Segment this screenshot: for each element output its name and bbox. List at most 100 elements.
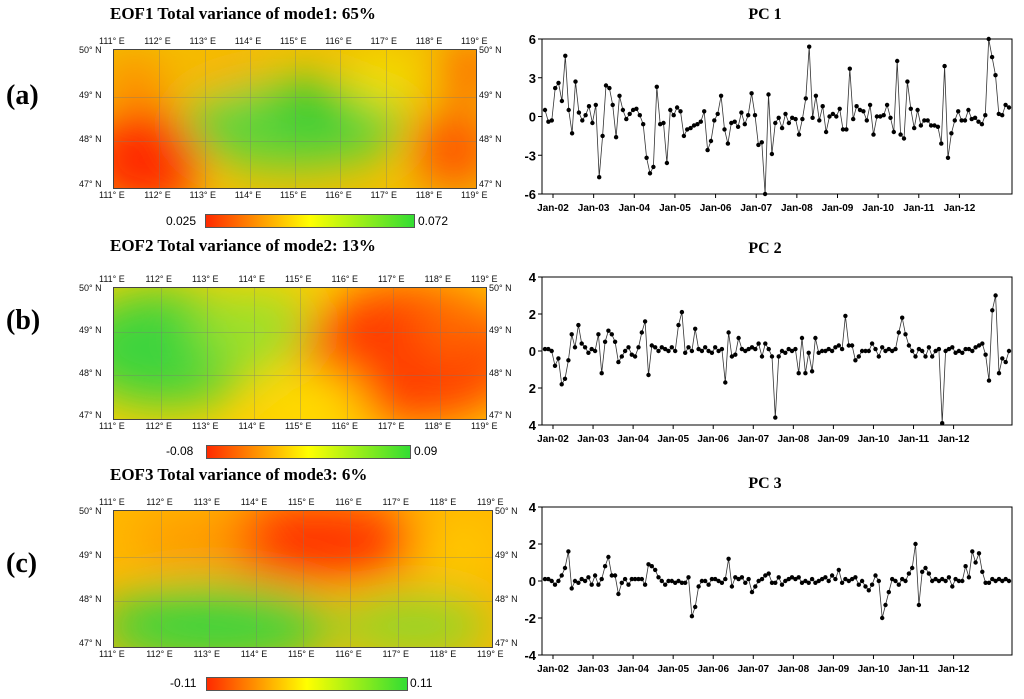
pc-data-point: [586, 104, 592, 109]
map-lon-label-bottom: 111° E: [99, 190, 125, 200]
pc-data-point: [993, 73, 998, 78]
pc-data-point: [912, 125, 917, 131]
pc-data-point: [846, 343, 851, 348]
pc-data-point: [893, 346, 898, 352]
map-lon-label-bottom: 111° E: [99, 421, 125, 431]
pc-data-point: [940, 576, 945, 582]
pc-data-point: [990, 576, 995, 582]
pc-data-point: [689, 348, 695, 354]
pc-y-tick-label: -6: [524, 187, 536, 202]
pc-data-point: [579, 341, 584, 346]
pc-data-point: [972, 115, 978, 121]
pc-x-tick-label: Jan-07: [737, 434, 769, 445]
pc-y-tick-label: -2: [524, 611, 536, 626]
map-title-eof3: EOF3 Total variance of mode3: 6%: [110, 465, 368, 484]
map-gridline-lon: [346, 288, 348, 419]
pc-data-point: [976, 119, 981, 124]
pc-data-point: [546, 346, 551, 352]
pc-data-point: [803, 578, 808, 584]
pc-data-point: [627, 111, 632, 117]
pc-data-point: [569, 131, 575, 136]
pc-data-point: [776, 354, 781, 359]
pc-data-point: [980, 569, 985, 574]
pc-data-point: [658, 122, 663, 127]
map-lon-label-top: 115° E: [285, 274, 312, 284]
pc-data-point: [592, 573, 598, 578]
pc-data-point: [834, 114, 839, 119]
pc-data-point: [923, 354, 928, 359]
map-lon-label-top: 111° E: [99, 36, 125, 46]
pc-data-point: [669, 345, 674, 350]
pc-data-point: [920, 569, 925, 574]
pc-data-point: [859, 348, 865, 354]
pc-data-point: [959, 118, 964, 123]
pc-data-point: [837, 106, 842, 112]
pc-data-point: [683, 580, 688, 585]
pc-data-point: [936, 578, 942, 584]
pc-data-point: [542, 576, 548, 582]
map-lat-label-right: 47° N: [495, 638, 518, 648]
pc-data-point: [840, 127, 846, 132]
pc-data-point: [925, 118, 930, 123]
pc-data-point: [622, 576, 628, 582]
map-lon-label-bottom: 115° E: [285, 421, 312, 431]
pc-data-point: [689, 614, 695, 619]
pc-y-tick-label: -4: [524, 648, 536, 663]
pc-data-point: [729, 120, 734, 126]
pc-data-point: [559, 573, 564, 578]
pc-x-tick-label: Jan-05: [659, 203, 691, 214]
pc-data-point: [705, 147, 710, 153]
map-gridline-lat: [114, 557, 492, 558]
pc-data-point: [799, 335, 805, 341]
pc-data-point: [886, 346, 891, 352]
map-gridline-lon: [204, 50, 206, 188]
pc-data-point: [759, 140, 764, 145]
pc-data-point: [809, 576, 815, 582]
map-lon-label-top: 118° E: [415, 36, 443, 46]
pc-data-point: [653, 345, 658, 350]
pc-x-tick-label: Jan-09: [818, 664, 850, 675]
pc-data-point: [552, 582, 558, 587]
pc-data-point: [559, 382, 564, 387]
pc-data-point: [796, 575, 801, 580]
pc-data-point: [642, 319, 648, 324]
map-lat-label-right: 50° N: [495, 506, 518, 516]
map-gridline-lat: [114, 601, 492, 602]
pc-data-point: [932, 123, 937, 128]
pc-data-point: [960, 350, 965, 355]
eof3-colorbar: [206, 677, 408, 691]
pc-data-point: [612, 573, 618, 578]
pc-data-point: [663, 582, 668, 587]
pc-data-point: [739, 110, 744, 115]
pc-data-point: [569, 332, 574, 337]
pc-title-3: PC 3: [748, 475, 782, 492]
pc-data-point: [609, 573, 614, 578]
pc-data-point: [945, 155, 951, 160]
pc-data-point: [686, 575, 691, 580]
map-gridline-lon: [430, 50, 432, 188]
eof3-map-field: [114, 511, 492, 647]
pc-data-point: [796, 371, 801, 376]
pc-data-point: [856, 582, 861, 587]
pc-data-point: [656, 348, 661, 354]
pc-data-point: [900, 576, 905, 582]
pc-y-tick-label: 2: [529, 537, 536, 552]
pc-data-point: [696, 584, 701, 589]
pc-x-tick-label: Jan-06: [697, 434, 729, 445]
pc-data-point: [562, 565, 568, 571]
pc-data-point: [867, 102, 873, 108]
pc-data-point: [553, 85, 558, 91]
map-gridline-lat: [114, 96, 476, 98]
pc-data-point: [783, 111, 788, 117]
pc-data-point: [683, 350, 688, 355]
pc-data-point: [949, 131, 954, 136]
map-lon-label-bottom: 117° E: [378, 421, 405, 431]
pc-data-point: [773, 580, 778, 585]
pc-data-point: [943, 348, 948, 354]
pc-y-tick-label: 0: [529, 574, 536, 589]
pc-data-point: [886, 589, 891, 595]
pc-data-point: [646, 372, 651, 378]
pc-data-point: [763, 573, 768, 578]
pc-data-point: [830, 111, 836, 117]
